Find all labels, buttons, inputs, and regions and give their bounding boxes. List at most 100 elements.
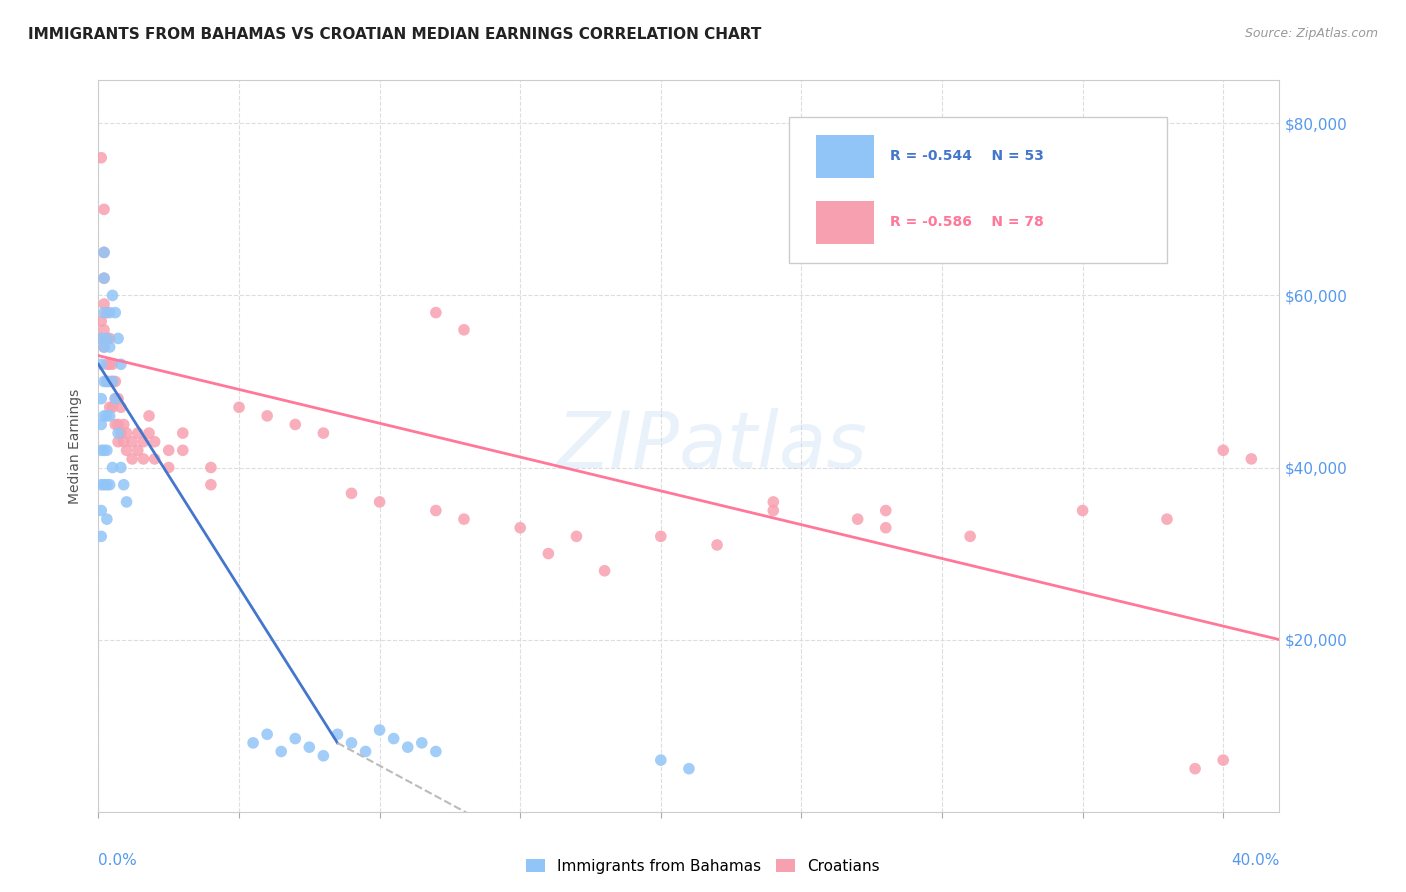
Point bbox=[284, 417, 307, 432]
Point bbox=[368, 495, 391, 509]
Point bbox=[93, 443, 115, 458]
Point bbox=[101, 401, 124, 415]
Point bbox=[110, 460, 132, 475]
Point bbox=[115, 443, 138, 458]
Point bbox=[101, 288, 124, 302]
Point bbox=[143, 451, 166, 466]
Point bbox=[107, 331, 129, 345]
Point bbox=[93, 245, 115, 260]
Point bbox=[93, 477, 115, 491]
Point bbox=[98, 331, 121, 345]
Point bbox=[98, 375, 121, 389]
Point bbox=[110, 401, 132, 415]
Point bbox=[93, 323, 115, 337]
Point bbox=[340, 736, 363, 750]
Point bbox=[411, 736, 433, 750]
Point bbox=[112, 434, 135, 449]
Point bbox=[284, 731, 307, 746]
Text: 40.0%: 40.0% bbox=[1232, 854, 1279, 869]
Point bbox=[157, 460, 180, 475]
Point bbox=[1212, 753, 1234, 767]
Point bbox=[98, 477, 121, 491]
Text: R = -0.544    N = 53: R = -0.544 N = 53 bbox=[890, 149, 1043, 163]
Point bbox=[143, 434, 166, 449]
Point bbox=[650, 753, 672, 767]
Point bbox=[98, 401, 121, 415]
Point bbox=[90, 477, 112, 491]
Point bbox=[110, 357, 132, 371]
Point bbox=[90, 417, 112, 432]
Point bbox=[132, 451, 155, 466]
Point bbox=[228, 401, 250, 415]
Point bbox=[112, 417, 135, 432]
Point bbox=[875, 503, 897, 517]
Point bbox=[96, 331, 118, 345]
Point bbox=[101, 357, 124, 371]
Point bbox=[121, 451, 143, 466]
Point bbox=[115, 426, 138, 441]
Point bbox=[96, 409, 118, 423]
Point bbox=[256, 727, 278, 741]
Point bbox=[425, 744, 447, 758]
Point bbox=[565, 529, 588, 543]
Point bbox=[354, 744, 377, 758]
Point bbox=[762, 495, 785, 509]
Point bbox=[312, 426, 335, 441]
FancyBboxPatch shape bbox=[817, 135, 875, 178]
Point bbox=[96, 357, 118, 371]
Point bbox=[200, 460, 222, 475]
Point bbox=[98, 305, 121, 319]
Point bbox=[90, 357, 112, 371]
Point bbox=[1240, 451, 1263, 466]
Point bbox=[96, 477, 118, 491]
Point bbox=[340, 486, 363, 500]
Point bbox=[256, 409, 278, 423]
Point bbox=[93, 375, 115, 389]
Point bbox=[157, 443, 180, 458]
Point bbox=[138, 409, 160, 423]
Point bbox=[172, 443, 194, 458]
Point bbox=[96, 512, 118, 526]
Point bbox=[96, 443, 118, 458]
Point bbox=[650, 529, 672, 543]
FancyBboxPatch shape bbox=[789, 117, 1167, 263]
Point bbox=[326, 727, 349, 741]
Point bbox=[127, 426, 149, 441]
Point bbox=[96, 375, 118, 389]
Point bbox=[425, 503, 447, 517]
Legend: Immigrants from Bahamas, Croatians: Immigrants from Bahamas, Croatians bbox=[520, 853, 886, 880]
Point bbox=[200, 477, 222, 491]
Point bbox=[93, 202, 115, 217]
Point bbox=[453, 512, 475, 526]
Point bbox=[132, 434, 155, 449]
Point bbox=[98, 409, 121, 423]
Point bbox=[396, 740, 419, 755]
Point bbox=[104, 392, 127, 406]
Point bbox=[93, 305, 115, 319]
Point bbox=[112, 477, 135, 491]
Point bbox=[101, 375, 124, 389]
Point bbox=[98, 357, 121, 371]
Point bbox=[382, 731, 405, 746]
Point bbox=[93, 340, 115, 354]
Point bbox=[104, 392, 127, 406]
Point bbox=[509, 521, 531, 535]
Point bbox=[90, 331, 112, 345]
Point bbox=[138, 426, 160, 441]
Point bbox=[959, 529, 981, 543]
Text: ZIPatlas: ZIPatlas bbox=[557, 408, 868, 484]
Point bbox=[127, 443, 149, 458]
Point bbox=[1184, 762, 1206, 776]
Point bbox=[875, 521, 897, 535]
Point bbox=[96, 375, 118, 389]
Point bbox=[90, 443, 112, 458]
Point bbox=[368, 723, 391, 737]
Text: Source: ZipAtlas.com: Source: ZipAtlas.com bbox=[1244, 27, 1378, 40]
Point bbox=[93, 340, 115, 354]
Point bbox=[846, 512, 869, 526]
Text: R = -0.586    N = 78: R = -0.586 N = 78 bbox=[890, 215, 1043, 229]
Point bbox=[312, 748, 335, 763]
Point bbox=[96, 305, 118, 319]
Point bbox=[107, 426, 129, 441]
Point bbox=[93, 245, 115, 260]
